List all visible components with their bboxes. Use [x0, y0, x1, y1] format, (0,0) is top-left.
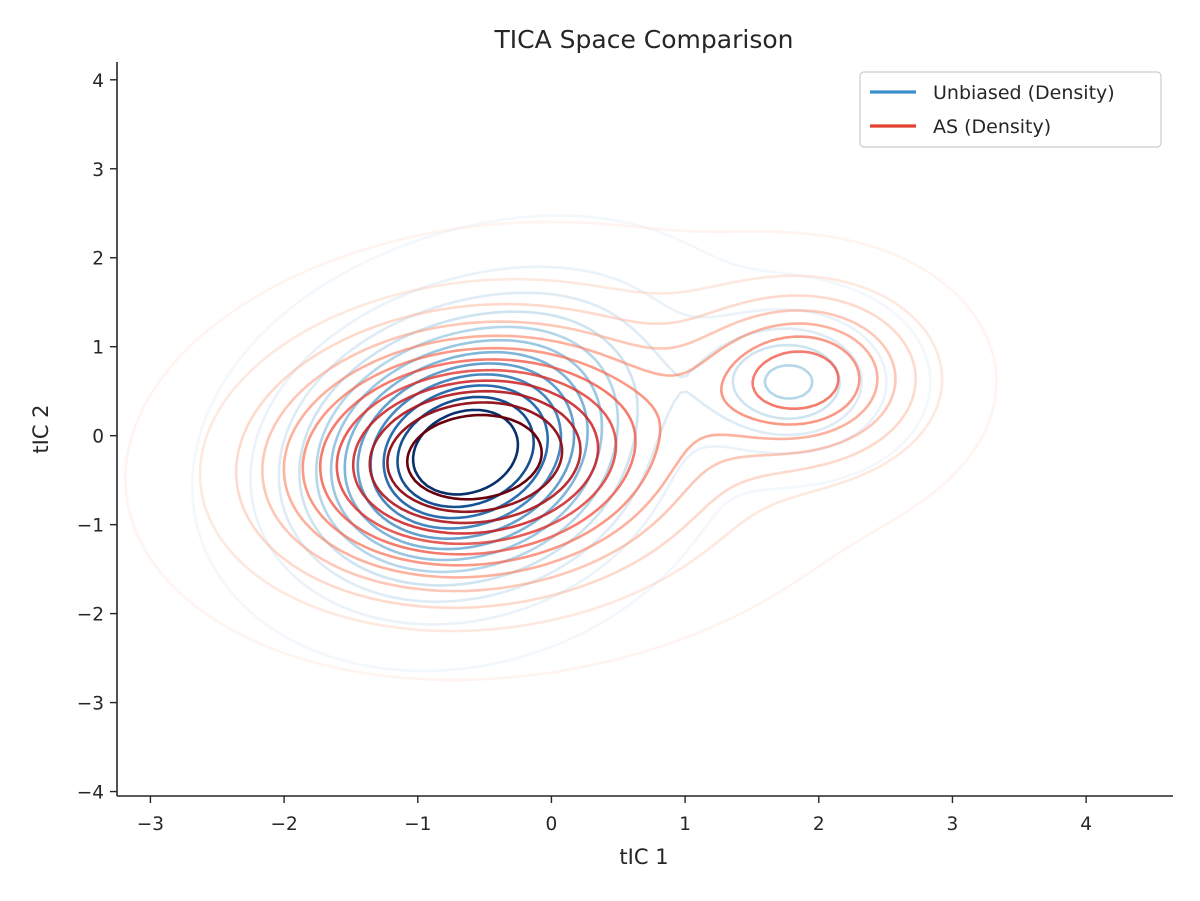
- legend: Unbiased (Density) AS (Density): [859, 71, 1162, 148]
- y-tick-label: −2: [77, 605, 104, 626]
- y-tick-label: −4: [77, 783, 104, 804]
- as-density-contour-level-7: [318, 350, 840, 556]
- as-density-contour-level-11: [386, 401, 564, 514]
- as-density-contour-level-4: [261, 309, 897, 593]
- unbiased-density-contour-level-4: [298, 310, 841, 587]
- as-density-contour-level-10: [368, 389, 582, 525]
- y-tick-label: 4: [92, 71, 104, 92]
- as-density-contour-level-2: [198, 274, 944, 633]
- x-tick-label: 2: [813, 814, 825, 835]
- as-density-contour-level-3: [234, 294, 917, 610]
- x-tick-label: 1: [679, 814, 691, 835]
- unbiased-density-contours: [190, 214, 932, 673]
- x-axis-label: tIC 1: [619, 845, 668, 869]
- y-axis-label: tIC 2: [29, 404, 53, 453]
- unbiased-density-contour-level-8: [356, 362, 576, 540]
- legend-box: [859, 71, 1162, 148]
- unbiased-density-contour-level-6: [329, 338, 604, 562]
- x-tick-label: 0: [546, 814, 558, 835]
- as-density-contour-level-6: [301, 335, 861, 567]
- as-density-contours: [124, 220, 998, 682]
- x-tick-label: 3: [947, 814, 959, 835]
- legend-label-as: AS (Density): [933, 116, 1051, 138]
- as-density-contour-level-9: [351, 379, 600, 535]
- y-axis-ticks: −4 −3 −2 −1 0 1 2 3 4: [77, 71, 117, 804]
- unbiased-density-contour-level-10: [382, 384, 549, 520]
- chart-title: TICA Space Comparison: [494, 25, 794, 54]
- unbiased-density-contour-level-7: [343, 350, 589, 551]
- unbiased-density-contour-level-2: [249, 265, 888, 626]
- legend-label-unbiased: Unbiased (Density): [933, 82, 1115, 104]
- y-tick-label: −3: [77, 694, 104, 715]
- y-tick-label: 2: [92, 249, 104, 270]
- x-tick-label: −2: [270, 814, 297, 835]
- y-tick-label: −1: [77, 516, 104, 537]
- as-density-contour-level-8: [335, 368, 618, 546]
- y-tick-label: 3: [92, 160, 104, 181]
- unbiased-density-contour-level-12: [411, 408, 520, 496]
- y-tick-label: 0: [92, 427, 104, 448]
- x-axis-ticks: −3 −2 −1 0 1 2 3 4: [137, 796, 1092, 835]
- plot-area: [124, 214, 998, 682]
- x-tick-label: −1: [404, 814, 431, 835]
- x-tick-label: −3: [137, 814, 164, 835]
- unbiased-density-contour-level-1: [190, 214, 932, 673]
- as-density-contour-level-1: [124, 220, 998, 682]
- as-density-contour-level-5: [282, 322, 879, 579]
- as-density-contour-level-12: [405, 413, 543, 501]
- y-tick-label: 1: [92, 338, 104, 359]
- x-tick-label: 4: [1080, 814, 1092, 835]
- unbiased-density-contour-level-11: [396, 395, 535, 509]
